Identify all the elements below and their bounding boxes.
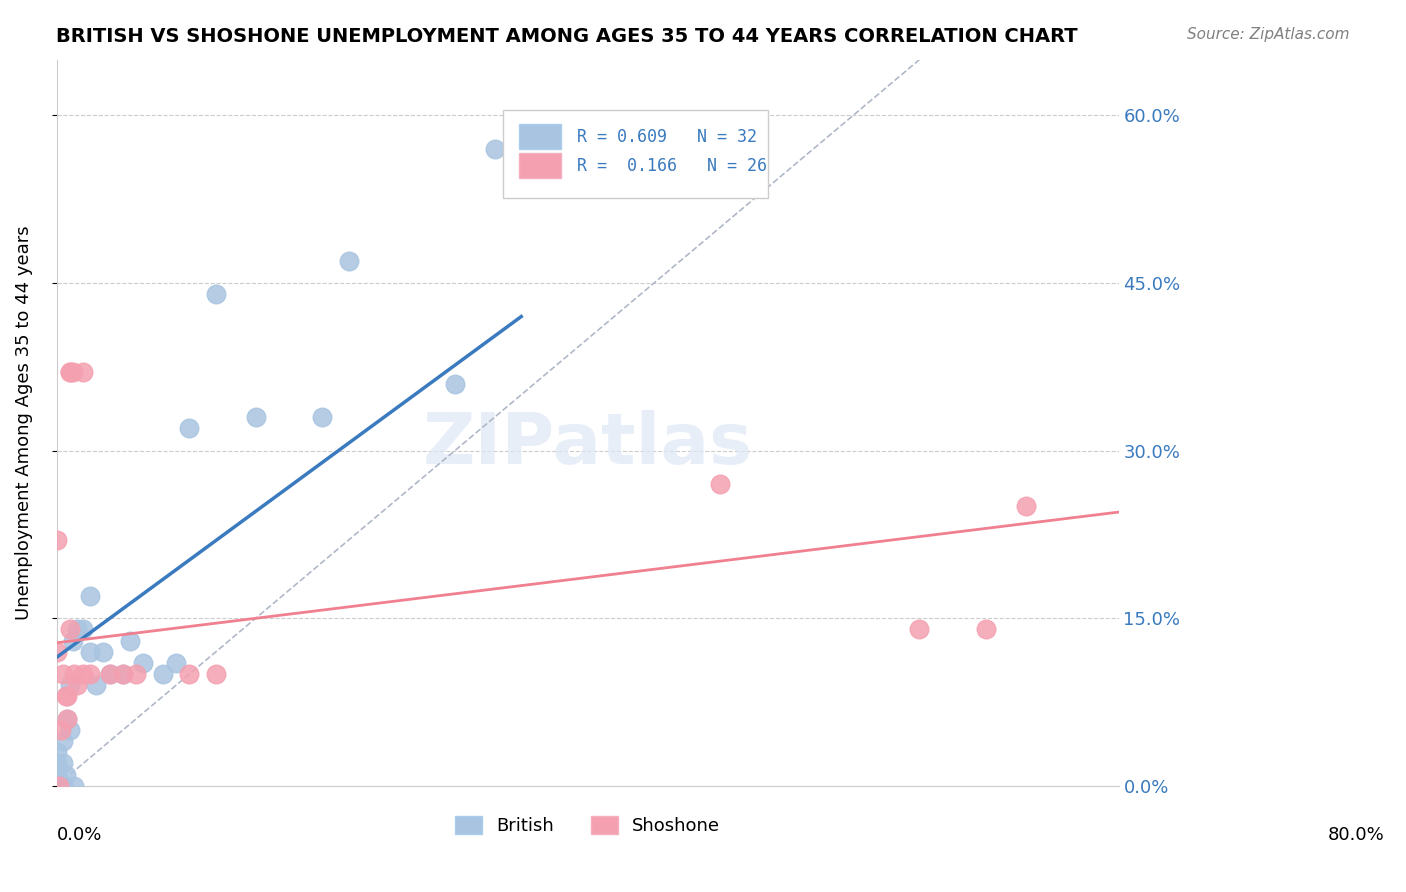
Point: [65, 678, 87, 692]
Point: [111, 667, 134, 681]
Point: [45, 533, 67, 547]
Point: [59, 366, 82, 380]
Point: [59, 723, 82, 737]
Point: [59, 623, 82, 637]
Point: [179, 421, 201, 435]
FancyBboxPatch shape: [502, 111, 768, 198]
Text: ZIPatlas: ZIPatlas: [423, 410, 752, 479]
Point: [118, 633, 141, 648]
Point: [709, 477, 731, 491]
Text: BRITISH VS SHOSHONE UNEMPLOYMENT AMONG AGES 35 TO 44 YEARS CORRELATION CHART: BRITISH VS SHOSHONE UNEMPLOYMENT AMONG A…: [56, 27, 1078, 45]
Point: [98, 667, 121, 681]
Point: [311, 410, 333, 425]
Point: [52, 756, 75, 771]
Point: [65, 623, 87, 637]
Y-axis label: Unemployment Among Ages 35 to 44 years: Unemployment Among Ages 35 to 44 years: [15, 226, 32, 620]
Point: [152, 667, 174, 681]
Point: [132, 656, 155, 670]
Point: [49, 723, 72, 737]
Point: [45, 779, 67, 793]
Point: [55, 690, 77, 704]
Point: [79, 667, 101, 681]
Text: R = 0.609   N = 32: R = 0.609 N = 32: [576, 128, 756, 145]
Point: [56, 690, 79, 704]
Point: [59, 678, 82, 692]
Point: [72, 366, 94, 380]
Text: 0.0%: 0.0%: [56, 826, 103, 844]
Point: [205, 287, 228, 301]
Point: [45, 767, 67, 781]
Point: [79, 645, 101, 659]
FancyBboxPatch shape: [519, 123, 561, 149]
Point: [79, 589, 101, 603]
Point: [1014, 500, 1036, 514]
Point: [45, 745, 67, 759]
Point: [205, 667, 228, 681]
Point: [45, 756, 67, 771]
Point: [62, 633, 84, 648]
Point: [62, 366, 84, 380]
Text: R =  0.166   N = 26: R = 0.166 N = 26: [576, 157, 768, 175]
Point: [179, 667, 201, 681]
Point: [484, 142, 506, 156]
Point: [56, 712, 79, 726]
Point: [48, 779, 70, 793]
FancyBboxPatch shape: [519, 153, 561, 178]
Point: [52, 779, 75, 793]
Point: [63, 779, 86, 793]
Point: [56, 712, 79, 726]
Point: [86, 678, 108, 692]
Point: [55, 767, 77, 781]
Point: [72, 623, 94, 637]
Point: [245, 410, 267, 425]
Point: [45, 645, 67, 659]
Point: [165, 656, 187, 670]
Point: [52, 667, 75, 681]
Point: [63, 667, 86, 681]
Legend: British, Shoshone: British, Shoshone: [449, 808, 727, 842]
Point: [59, 366, 82, 380]
Point: [337, 253, 360, 268]
Point: [974, 623, 997, 637]
Point: [111, 667, 134, 681]
Point: [91, 645, 114, 659]
Text: Source: ZipAtlas.com: Source: ZipAtlas.com: [1187, 27, 1350, 42]
Point: [52, 734, 75, 748]
Point: [72, 667, 94, 681]
Point: [98, 667, 121, 681]
Point: [908, 623, 931, 637]
Point: [444, 376, 467, 391]
Point: [125, 667, 148, 681]
Text: 80.0%: 80.0%: [1327, 826, 1384, 844]
